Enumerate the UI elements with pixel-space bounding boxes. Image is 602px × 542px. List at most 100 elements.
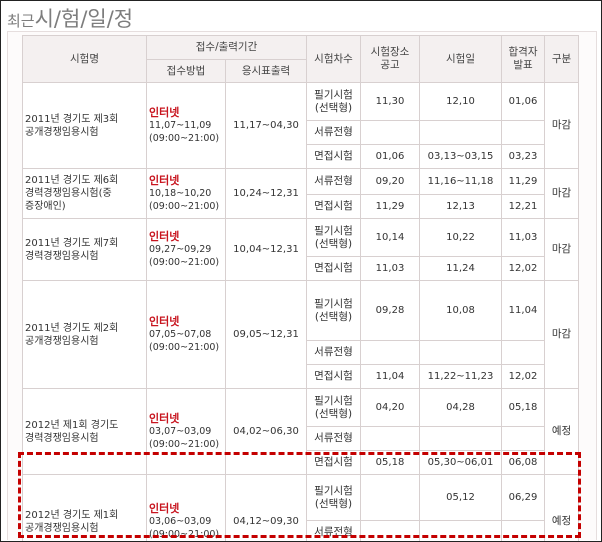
table-row: 2012년 경기도 제1회 공개경쟁임용시험 인터넷 03,06~03,09 (09:0… <box>22 474 579 541</box>
stage-line: 서류전형 <box>314 526 353 538</box>
stage-line: 필기시험 <box>314 88 353 101</box>
stage-cell: 필기시험 (선택형) <box>306 82 361 121</box>
stage-line: 서류전형 <box>314 346 353 358</box>
exam-name-line: 2011년 경기도 제6회 <box>25 175 119 186</box>
pass-announcement-date: 03,23 <box>501 144 545 169</box>
stage-cell: 면접시험 <box>306 450 361 475</box>
pass-announcement-date: 12,02 <box>501 256 545 281</box>
exam-name-cell: 2012년 경기도 제1회 공개경쟁임용시험 <box>22 474 147 541</box>
page-title-main: 시/험/일/정 <box>34 7 134 31</box>
header-period: 접수/출력기간 <box>146 35 307 60</box>
table-row: 2012년 제1회 경기도 경력경쟁임용시험 인터넷 03,07~03,09 (09:0… <box>22 388 579 475</box>
receipt-method-cell: 인터넷 07,05~07,08 (09:00~21:00) <box>146 280 226 389</box>
stage-line: 필기시험 <box>314 394 353 407</box>
venue-notice-date <box>360 426 420 451</box>
exam-date: 11,24 <box>419 256 502 281</box>
stage-cell: 필기시험 (선택형) <box>306 474 361 521</box>
stage-line: 필기시험 <box>314 224 353 237</box>
receipt-method-cell: 인터넷 09,27~09,29 (09:00~21:00) <box>146 218 226 281</box>
receipt-method-time: (09:00~21:00) <box>149 201 220 212</box>
ticket-print-period: 10,04~12,31 <box>225 218 307 281</box>
header-pass-line2: 발표 <box>513 59 533 71</box>
stage-line: 면접시험 <box>314 262 353 274</box>
table-row: 면접시험 01,06 03,13~03,15 03,23 <box>23 144 579 169</box>
table-row: 2011년 경기도 제7회 경력경쟁임용시험 인터넷 09,27~09,29 (09:0… <box>22 218 579 281</box>
receipt-method-label: 인터넷 <box>149 106 180 119</box>
receipt-method-dates: 03,06~03,09 <box>149 516 212 527</box>
exam-date: 05,12 <box>419 474 502 521</box>
stage-line: (선택형) <box>314 497 353 510</box>
exam-date: 04,28 <box>419 388 502 427</box>
table-row: 면접시험 11,03 11,24 12,02 <box>23 256 579 281</box>
exam-date <box>419 426 502 451</box>
receipt-method-cell: 인터넷 03,07~03,09 (09:00~21:00) <box>146 388 226 475</box>
table-row: 면접시험 11,04 11,22~11,23 12,02 <box>23 364 579 389</box>
venue-notice-date: 01,06 <box>360 144 420 169</box>
receipt-method-dates: 11,07~11,09 <box>149 120 212 131</box>
exam-name-line: 공개경쟁임용시험 <box>25 522 99 534</box>
venue-notice-date <box>360 120 420 145</box>
venue-notice-date: 05,18 <box>360 450 420 475</box>
receipt-method-time: (09:00~21:00) <box>149 257 220 268</box>
venue-notice-date: 04,20 <box>360 388 420 427</box>
venue-notice-date: 09,20 <box>360 168 420 195</box>
pass-announcement-date <box>501 426 545 451</box>
header-ticket-print: 응시표출력 <box>225 59 307 83</box>
header-exam-date: 시험일 <box>419 35 502 83</box>
stage-line: 서류전형 <box>314 175 353 187</box>
venue-notice-date: 11,03 <box>360 256 420 281</box>
pass-announcement-date: 06,29 <box>501 474 545 521</box>
stage-cell: 필기시험 (선택형) <box>306 388 361 427</box>
stage-line: 필기시험 <box>314 484 353 497</box>
ticket-print-period: 04,02~06,30 <box>225 388 307 475</box>
venue-notice-date <box>360 340 420 365</box>
ticket-print-period: 11,17~04,30 <box>225 82 307 169</box>
stage-line: 면접시험 <box>314 150 353 162</box>
exam-name-line: 증장애인) <box>25 201 66 212</box>
exam-name-line: 경력경쟁임용시험(중 <box>25 188 112 199</box>
pass-announcement-date <box>501 520 545 541</box>
exam-date: 05,30~06,01 <box>419 450 502 475</box>
stage-cell: 서류전형 <box>306 340 361 365</box>
pass-announcement-date <box>501 340 545 365</box>
venue-notice-date <box>360 474 420 521</box>
exam-name-line: 경력경쟁임용시험 <box>25 250 99 262</box>
stage-line: 필기시험 <box>314 297 353 310</box>
receipt-method-dates: 07,05~07,08 <box>149 329 212 340</box>
receipt-method-cell: 인터넷 03,06~03,09 (09:00~21:00) <box>146 474 226 541</box>
pass-announcement-date <box>501 120 545 145</box>
exam-name-line: 2012년 경기도 제1회 <box>25 509 119 521</box>
table-row: 2011년 경기도 제3회 공개경쟁임용시험 인터넷 11,07~11,09 (09:0… <box>22 82 579 169</box>
status-cell: 예정 <box>544 388 579 475</box>
exam-name-line: 2012년 제1회 경기도 <box>25 419 119 431</box>
venue-notice-date: 11,29 <box>360 194 420 219</box>
receipt-method-dates: 09,27~09,29 <box>149 244 212 255</box>
receipt-method-time: (09:00~21:00) <box>149 439 220 450</box>
exam-date: 11,16~11,18 <box>419 168 502 195</box>
exam-name-line: 2011년 경기도 제3회 <box>25 113 119 125</box>
pass-announcement-date: 05,18 <box>501 388 545 427</box>
header-row-1: 시험명 접수/출력기간 시험차수 시험장소 공고 시험일 합격자 발표 구분 <box>22 35 579 83</box>
exam-schedule-table: 시험명 접수/출력기간 시험차수 시험장소 공고 시험일 합격자 발표 구분 접… <box>22 35 579 541</box>
stage-cell: 면접시험 <box>306 144 361 169</box>
header-venue-notice: 시험장소 공고 <box>360 35 420 83</box>
exam-date: 03,13~03,15 <box>419 144 502 169</box>
stage-line: (선택형) <box>314 407 353 420</box>
receipt-method-label: 인터넷 <box>149 174 180 187</box>
exam-name-cell: 2011년 경기도 제7회 경력경쟁임용시험 <box>22 218 147 281</box>
venue-notice-date <box>360 520 420 541</box>
receipt-method-dates: 10,18~10,20 <box>149 188 212 199</box>
header-receipt-method: 접수방법 <box>146 59 226 83</box>
pass-announcement-date: 06,08 <box>501 450 545 475</box>
ticket-print-period: 10,24~12,31 <box>225 168 307 219</box>
exam-date <box>419 340 502 365</box>
stage-cell: 면접시험 <box>306 194 361 219</box>
exam-name-line: 2011년 경기도 제7회 <box>25 237 119 249</box>
header-pass-line1: 합격자 <box>508 46 538 58</box>
receipt-method-label: 인터넷 <box>149 412 180 425</box>
status-cell: 마감 <box>544 168 579 219</box>
stage-line: (선택형) <box>314 310 353 323</box>
exam-date: 11,22~11,23 <box>419 364 502 389</box>
